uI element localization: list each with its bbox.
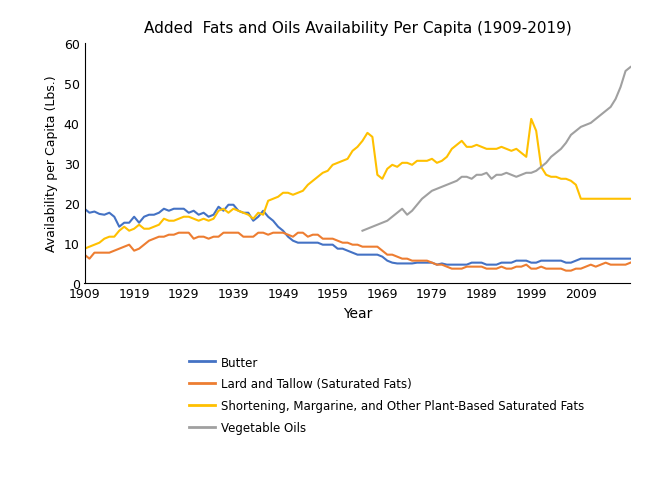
Legend: Butter, Lard and Tallow (Saturated Fats), Shortening, Margarine, and Other Plant: Butter, Lard and Tallow (Saturated Fats)… — [188, 356, 584, 434]
X-axis label: Year: Year — [343, 306, 372, 321]
Title: Added  Fats and Oils Availability Per Capita (1909-2019): Added Fats and Oils Availability Per Cap… — [144, 21, 571, 36]
Y-axis label: Availability per Capita (Lbs.): Availability per Capita (Lbs.) — [45, 75, 58, 252]
